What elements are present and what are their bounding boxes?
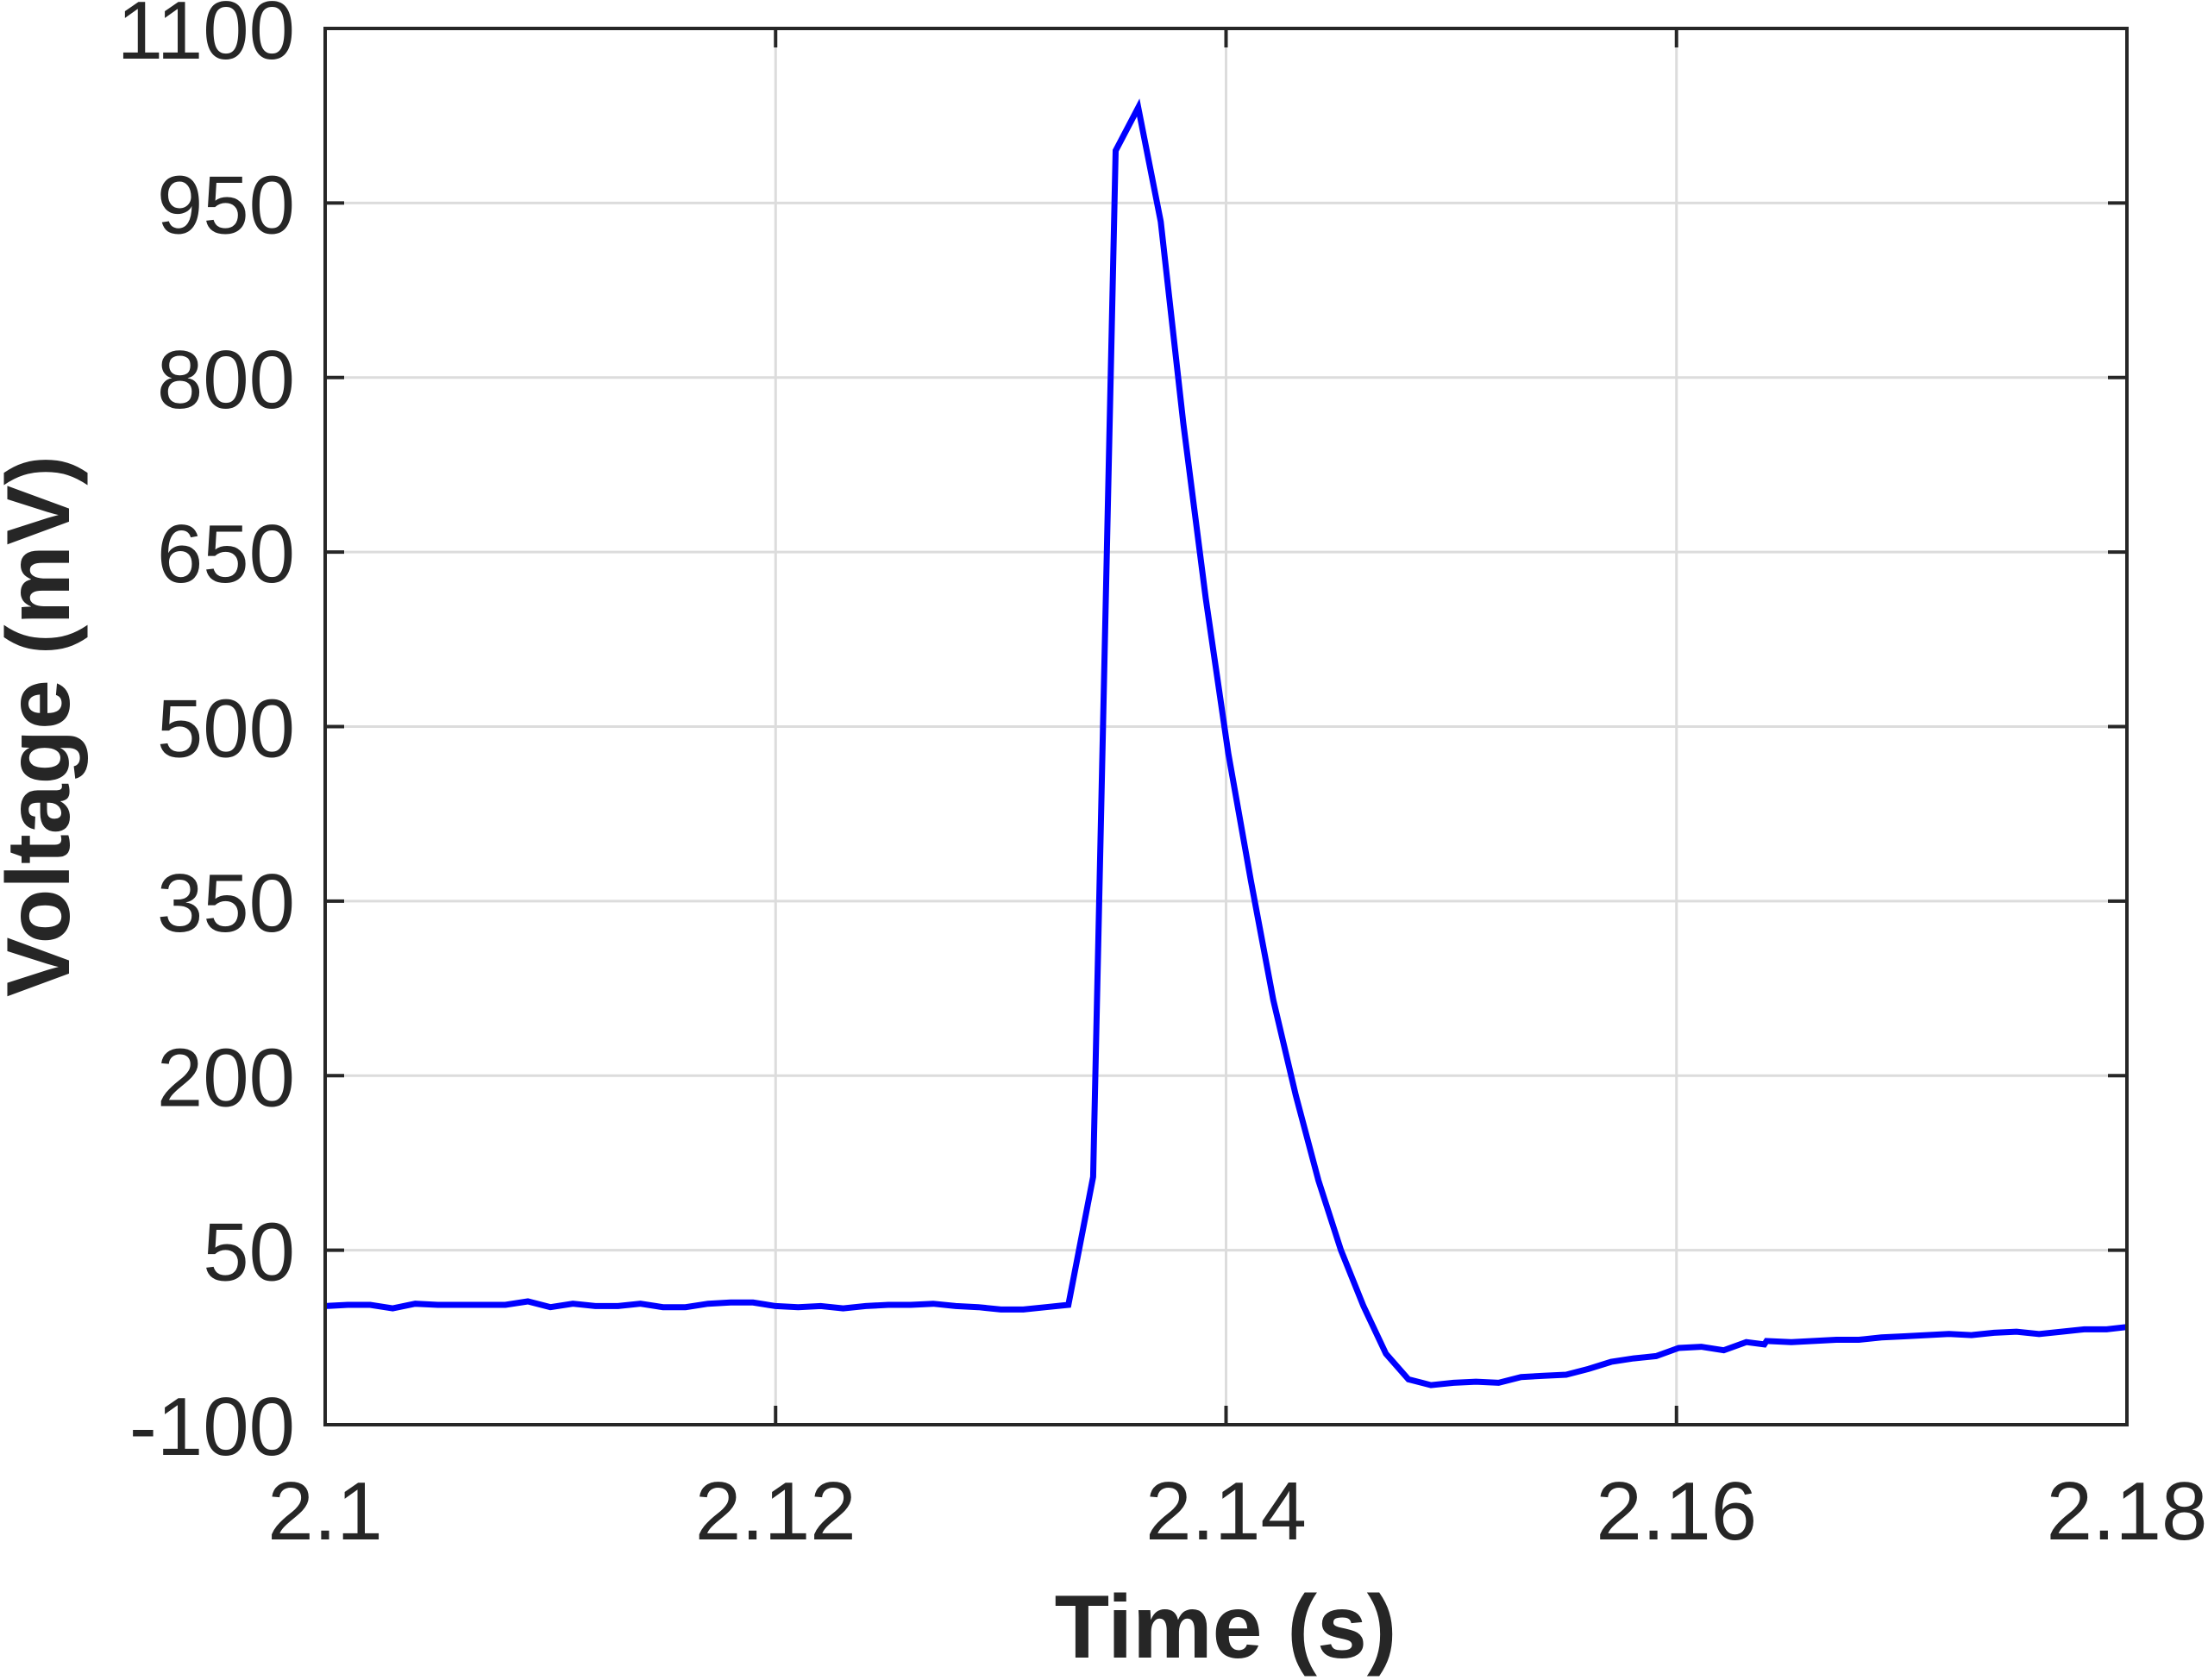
y-tick-label: 650 — [157, 508, 295, 600]
x-tick-label: 2.16 — [1596, 1465, 1757, 1558]
y-tick-label: 1100 — [117, 0, 295, 77]
axes-frame — [323, 27, 2129, 1426]
x-tick-label: 2.1 — [267, 1465, 382, 1558]
y-axis-title: Voltage (mV) — [0, 455, 89, 997]
voltage-trace-line — [324, 98, 2128, 1389]
plot-series — [324, 98, 2128, 1389]
y-tick-label: 50 — [203, 1207, 295, 1299]
y-tick-label: 500 — [157, 683, 295, 775]
y-tick-label: 350 — [157, 857, 295, 950]
x-axis-title: Time (s) — [1055, 1577, 1397, 1677]
y-tick-label: 200 — [157, 1031, 295, 1124]
y-tick-label: 950 — [157, 159, 295, 251]
x-tick-label: 2.12 — [695, 1465, 856, 1558]
y-tick-label: 800 — [157, 334, 295, 426]
x-tick-label: 2.18 — [2047, 1465, 2208, 1558]
axes-box — [323, 27, 2129, 1426]
gridlines — [325, 28, 2127, 1425]
y-tick-label: -100 — [129, 1381, 295, 1473]
x-tick-labels: 2.1 2.12 2.14 2.16 2.18 — [267, 1465, 2207, 1558]
x-tick-label: 2.14 — [1145, 1465, 1307, 1558]
y-tick-labels: -100 50 200 350 500 650 800 950 1100 — [117, 0, 295, 1473]
